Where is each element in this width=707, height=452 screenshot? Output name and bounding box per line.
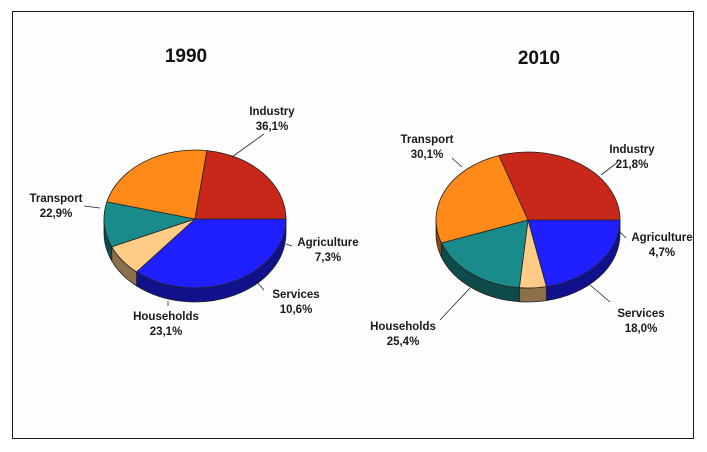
pie-2010-leader-agriculture [619,231,627,239]
pie-2010-slice-households [435,154,529,244]
pie-1990-slice-households [106,149,208,220]
pie-2010-leader-transport [451,157,463,168]
pie-2010-side-agriculture [518,286,547,303]
pie-1990-leader-transport [83,205,101,209]
pie-2010-slice-services [440,219,529,289]
pie-1990-leader-agriculture [285,243,293,247]
pie-2010-label-transport: Transport [400,134,453,146]
pie-1990-slice-industry [135,218,287,289]
pie-2010-value-services: 18,0% [625,323,658,335]
pie-2010-slice-industry [527,219,621,288]
pie-2010-leader-households [439,287,471,321]
pie-1990-slice-transport [194,150,287,220]
pie-2010-leader-industry [600,161,619,176]
pie-1990-leader-services [255,280,265,291]
pie-1990-value-services: 10,6% [280,304,313,316]
pie-2010-label-industry: Industry [609,144,655,156]
pie-2010-label-households: Households [370,321,436,333]
pie-2010-value-industry: 21,8% [616,159,649,171]
pie-1990-value-agriculture: 7,3% [315,252,341,264]
pie-2010-value-households: 25,4% [387,336,420,348]
pie-1990-label-services: Services [272,289,319,301]
pie-2010-leader-services [589,284,611,303]
pie-1990-label-transport: Transport [29,193,82,205]
pie-2010-slice-transport [498,151,621,221]
chart-title-1990: 1990 [165,46,207,67]
pie-1990-label-industry: Industry [249,106,295,118]
pie-1990-leader-industry [231,133,265,158]
pie-1990-value-transport: 22,9% [40,208,73,220]
pie-2010-label-agriculture: Agriculture [631,232,692,244]
pie-2010-label-services: Services [617,308,664,320]
chart-title-2010: 2010 [518,48,560,69]
pie-1990-label-households: Households [133,311,199,323]
pie-1990-value-industry: 36,1% [256,121,289,133]
pie-2010-value-transport: 30,1% [411,149,444,161]
pie-2010-value-agriculture: 4,7% [649,247,675,259]
pie-1990-value-households: 23,1% [150,326,183,338]
pie-1990-label-agriculture: Agriculture [297,237,358,249]
